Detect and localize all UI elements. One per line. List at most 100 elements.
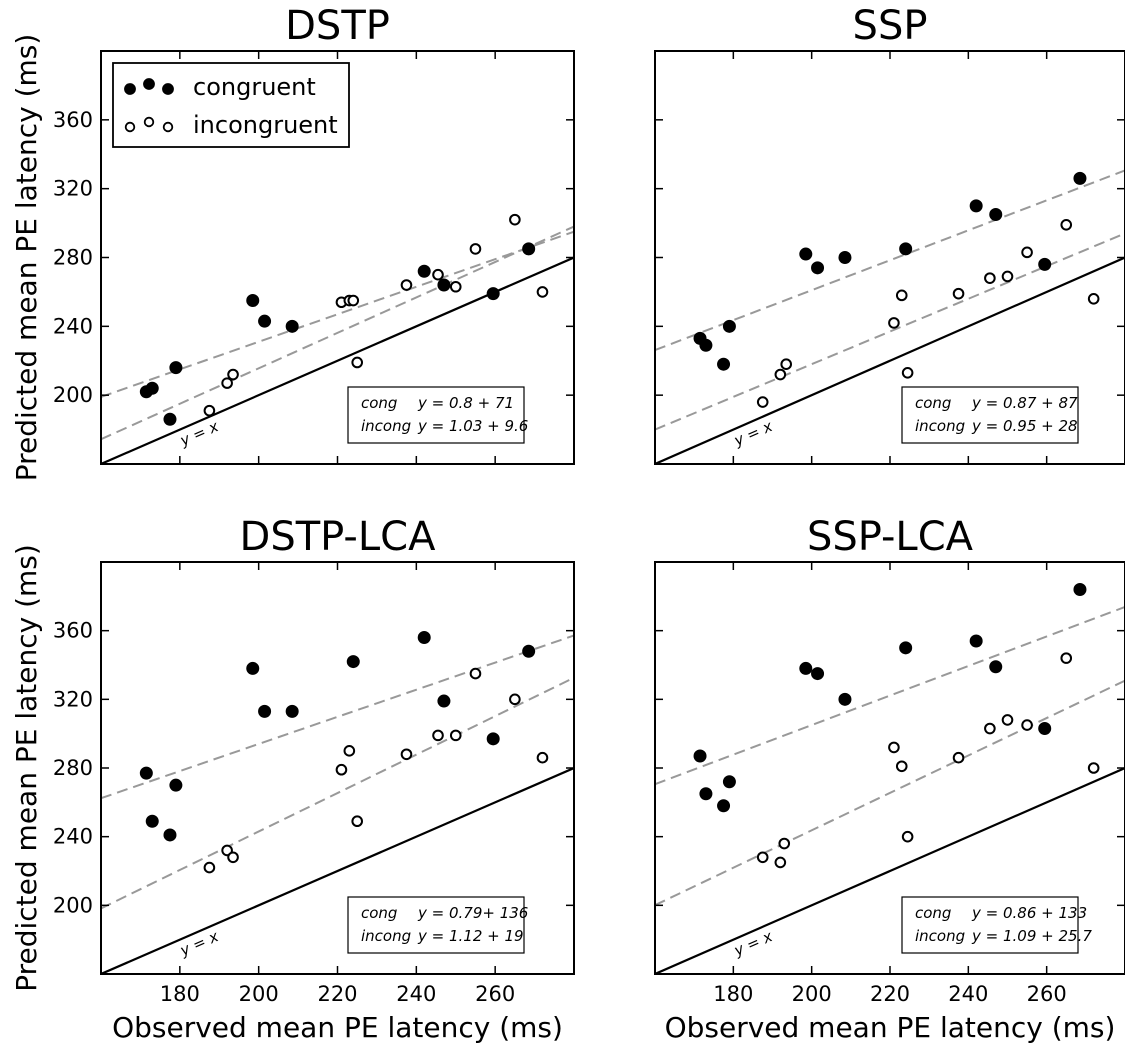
incongruent-point	[756, 396, 769, 408]
congruent-point	[811, 261, 825, 275]
incongruent-point	[227, 851, 239, 864]
congruent-point	[258, 704, 272, 718]
fit-line-incong	[655, 679, 1125, 907]
x-axis-label: Observed mean PE latency (ms)	[665, 1011, 1116, 1043]
congruent-point	[139, 766, 153, 780]
congruent-point	[145, 814, 159, 828]
fit-label-cong: cong	[915, 904, 951, 922]
incongruent-point	[203, 404, 216, 417]
congruent-point	[899, 641, 913, 655]
congruent-point	[722, 775, 736, 789]
incongruent-point	[536, 286, 549, 298]
equation-box: cong y = 0.8 + 71 incong y = 1.03 + 9.6	[347, 386, 528, 444]
x-tick-label: 240	[948, 982, 988, 1006]
incongruent-point	[203, 861, 216, 874]
fit-label-incong: incong	[361, 417, 411, 435]
congruent-point	[522, 644, 536, 658]
congruent-point	[522, 242, 536, 256]
congruent-point	[899, 242, 913, 256]
y-axis-label: Predicted mean PE latency (ms)	[10, 544, 43, 992]
fit-line-cong	[101, 634, 574, 800]
y-tick-label: 200	[53, 383, 93, 407]
x-tick-label: 180	[160, 982, 200, 1006]
congruent-point	[799, 661, 813, 675]
legend: congruent incongruent	[112, 62, 350, 148]
identity-line	[655, 766, 1125, 974]
congruent-point	[699, 787, 713, 801]
x-tick-label: 200	[792, 982, 832, 1006]
congruent-point	[169, 778, 183, 792]
fit-equation-cong: y = 0.87 + 87	[971, 394, 1078, 412]
incongruent-point	[449, 280, 462, 293]
incongruent-point	[901, 830, 914, 843]
congruent-point	[163, 828, 177, 842]
fit-line-incong	[101, 676, 574, 910]
incongruent-point	[901, 366, 914, 379]
congruent-point	[717, 357, 731, 371]
incongruent-point	[774, 368, 787, 381]
incongruent-point	[351, 815, 364, 828]
incongruent-point	[227, 368, 239, 381]
y-tick-label: 280	[53, 756, 93, 780]
x-tick-label: 260	[1027, 982, 1067, 1006]
fit-label-incong: incong	[361, 927, 411, 945]
incongruent-point	[347, 294, 360, 307]
incongruent-point	[432, 729, 444, 742]
plot-area	[655, 582, 1125, 974]
congruent-point	[437, 694, 451, 708]
legend-marker-congruent	[162, 83, 174, 95]
x-axis-label: Observed mean PE latency (ms)	[112, 1011, 563, 1043]
y-axis-label: Predicted mean PE latency (ms)	[10, 34, 43, 482]
identity-line	[655, 256, 1125, 464]
incongruent-point	[1060, 652, 1073, 664]
equation-box-frame	[901, 896, 1079, 954]
congruent-point	[437, 278, 451, 292]
incongruent-point	[888, 741, 900, 754]
incongruent-point	[469, 667, 482, 680]
incongruent-point	[1021, 719, 1033, 731]
fit-equation-cong: y = 0.8 + 71	[417, 394, 514, 412]
legend-label-incongruent: incongruent	[193, 111, 338, 139]
congruent-point	[811, 667, 825, 681]
incongruent-point	[778, 837, 791, 850]
congruent-point	[717, 799, 731, 813]
congruent-point	[145, 381, 159, 395]
incongruent-point	[756, 851, 769, 864]
congruent-point	[1038, 722, 1052, 736]
legend-label-congruent: congruent	[193, 73, 316, 101]
congruent-point	[799, 247, 813, 261]
congruent-point	[722, 319, 736, 333]
congruent-point	[285, 319, 299, 333]
congruent-point	[989, 660, 1003, 674]
fit-equation-incong: y = 0.95 + 28	[971, 417, 1078, 435]
equation-box: cong y = 0.86 + 133 incong y = 1.09 + 25.7	[901, 896, 1092, 954]
congruent-point	[969, 634, 983, 648]
panel-title: DSTP	[285, 3, 390, 49]
congruent-point	[1073, 171, 1087, 185]
y-tick-label: 320	[53, 177, 93, 201]
congruent-point	[699, 338, 713, 352]
incongruent-point	[952, 751, 965, 764]
incongruent-point	[952, 287, 965, 300]
congruent-point	[246, 294, 260, 308]
fit-label-cong: cong	[361, 394, 397, 412]
y-tick-label: 360	[53, 619, 93, 643]
legend-marker-incongruent	[124, 121, 136, 133]
congruent-point	[486, 732, 500, 746]
incongruent-point	[449, 729, 462, 742]
congruent-point	[969, 199, 983, 213]
equation-box-frame	[901, 386, 1079, 444]
legend-marker-incongruent	[143, 116, 155, 128]
congruent-point	[417, 264, 431, 278]
incongruent-point	[351, 356, 364, 369]
y-tick-label: 240	[53, 314, 93, 338]
equation-box: cong y = 0.87 + 87 incong y = 0.95 + 28	[901, 386, 1079, 444]
incongruent-point	[1060, 219, 1073, 231]
y-tick-label: 320	[53, 687, 93, 711]
panel-title: SSP	[853, 3, 928, 49]
plot-area	[101, 213, 574, 464]
incongruent-point	[432, 268, 444, 281]
